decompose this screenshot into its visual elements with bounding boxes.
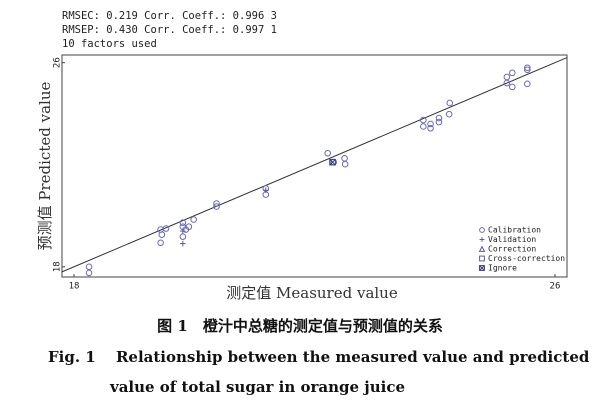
x-tick-label: 26 [550,282,561,292]
point [263,187,269,194]
marker [185,223,193,231]
marker [213,200,220,207]
marker [508,83,516,91]
marker [420,123,427,130]
marker [524,66,531,74]
marker [329,158,336,166]
point [445,110,453,118]
point [420,116,427,124]
caption-en: Fig. 1 Relationship between the measured… [48,348,590,366]
marker [427,124,434,132]
point [446,99,454,107]
point [190,216,197,223]
marker [479,255,485,262]
point [213,203,220,210]
marker [503,79,511,87]
marker [157,239,164,247]
point [420,123,427,130]
stat-line: RMSEP: 0.430 Corr. Coeff.: 0.997 1 [62,24,277,36]
x-axis-label: 测定值 Measured value [226,284,398,302]
point [341,155,348,162]
point [180,240,186,247]
marker [213,203,220,210]
marker [508,69,516,77]
point [427,124,434,132]
point [180,228,186,234]
point [435,114,443,122]
point [324,149,332,157]
legend-label: Validation [488,235,536,244]
caption-en: value of total sugar in orange juice [109,378,405,396]
point [427,120,434,128]
y-tick-label: 26 [53,57,63,68]
marker [341,155,348,162]
point [479,237,485,242]
marker [324,149,332,157]
point [508,83,516,91]
marker [162,225,170,232]
point [85,263,93,271]
point [508,69,516,77]
marker [479,265,485,271]
point [329,158,336,166]
legend-label: Calibration [488,226,541,235]
point [503,79,511,87]
marker [445,110,453,118]
marker [179,219,187,226]
point [524,80,531,88]
point [179,219,187,226]
legend-label: Ignore [488,264,517,273]
point [503,73,511,81]
marker [420,116,427,124]
caption-cn: 图 1 橙汁中总糖的测定值与预测值的关系 [157,317,443,335]
y-axis-label: 预测值 Predicted value [36,82,54,251]
marker [179,233,187,240]
marker [479,227,485,233]
marker [503,73,511,81]
marker [190,216,197,223]
legend-label: Correction [488,245,536,254]
marker [85,269,93,277]
marker [341,160,349,168]
point [479,265,485,271]
point [435,118,443,126]
point [85,269,93,277]
marker [524,64,531,72]
point [179,233,187,240]
reference-line [61,57,568,273]
marker [446,99,454,107]
point [213,200,220,207]
point [479,227,485,233]
marker [435,118,443,126]
point [185,223,193,231]
stat-line: 10 factors used [62,38,157,50]
point [162,225,170,232]
point [158,231,166,238]
point [478,245,486,252]
x-tick-label: 18 [69,282,80,292]
stat-line: RMSEC: 0.219 Corr. Coeff.: 0.996 3 [62,10,277,22]
marker [479,265,485,271]
marker [435,114,443,122]
legend-label: Cross-correction [488,254,565,263]
marker [158,231,166,238]
marker [85,263,93,271]
point [524,64,531,72]
marker [427,120,434,128]
point [341,160,349,168]
point [479,255,485,262]
point [157,239,164,247]
marker [524,80,531,88]
marker [329,159,336,166]
point [524,66,531,74]
plot-frame [61,54,568,278]
y-tick-label: 18 [53,261,63,272]
marker [478,245,486,252]
